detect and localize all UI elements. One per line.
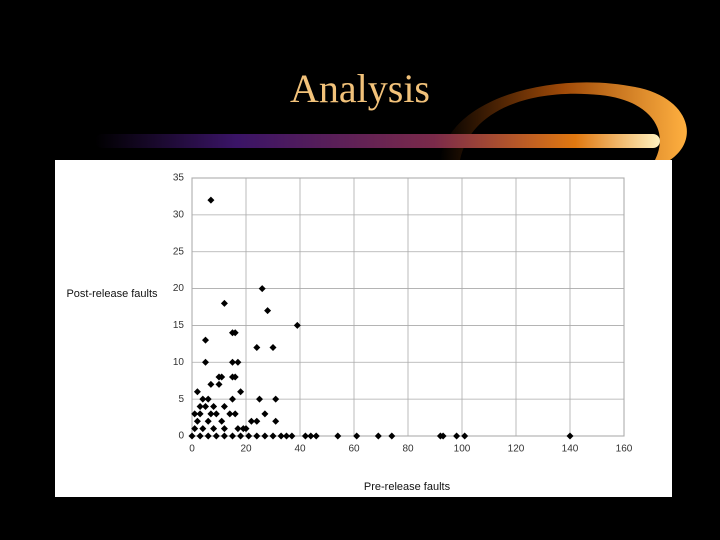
x-axis-label: Pre-release faults xyxy=(364,481,451,493)
point xyxy=(193,388,201,396)
x-tick-label: 40 xyxy=(294,444,306,455)
y-axis-label: Post-release faults xyxy=(66,288,158,300)
point xyxy=(218,417,226,425)
point xyxy=(207,196,215,204)
point xyxy=(210,425,218,433)
x-tick-label: 100 xyxy=(454,444,471,455)
slide-title: Analysis xyxy=(290,66,430,111)
point xyxy=(191,425,199,433)
point xyxy=(237,388,245,396)
x-tick-label: 0 xyxy=(189,444,195,455)
point xyxy=(307,432,315,440)
decor-swoosh xyxy=(440,82,687,160)
x-tick-label: 120 xyxy=(508,444,525,455)
point xyxy=(226,410,234,418)
point xyxy=(212,432,220,440)
point xyxy=(261,432,269,440)
point xyxy=(312,432,320,440)
x-tick-label: 80 xyxy=(402,444,414,455)
point xyxy=(212,410,220,418)
point xyxy=(207,380,215,388)
point xyxy=(253,344,261,352)
point xyxy=(453,432,461,440)
point xyxy=(269,432,277,440)
point xyxy=(245,432,253,440)
point xyxy=(220,403,228,411)
point xyxy=(231,373,239,381)
y-tick-label: 20 xyxy=(173,283,185,294)
point xyxy=(461,432,469,440)
point xyxy=(256,395,263,403)
point xyxy=(388,432,396,440)
point xyxy=(277,432,285,440)
y-tick-label: 25 xyxy=(173,246,185,257)
point xyxy=(202,358,209,366)
y-tick-label: 15 xyxy=(173,320,185,331)
x-tick-label: 20 xyxy=(240,444,252,455)
point xyxy=(261,410,269,418)
plot: 0 5 10 15 20 25 30 35 0 20 40 60 80 100 120 140 160 xyxy=(173,173,633,455)
y-tick-label: 10 xyxy=(173,357,185,368)
point xyxy=(207,410,215,418)
point xyxy=(229,395,236,403)
point xyxy=(566,432,574,440)
point xyxy=(234,358,242,366)
point xyxy=(234,425,242,433)
point xyxy=(202,336,209,344)
point xyxy=(191,410,199,418)
point xyxy=(353,432,361,440)
point xyxy=(220,432,228,440)
point xyxy=(272,417,280,425)
point xyxy=(253,417,261,425)
x-tick-label: 160 xyxy=(616,444,633,455)
point xyxy=(283,432,290,440)
point xyxy=(210,403,218,411)
point xyxy=(188,432,196,440)
point xyxy=(293,321,301,329)
point xyxy=(196,403,204,411)
chart-image xyxy=(55,160,672,497)
point xyxy=(288,432,296,440)
x-tick-label: 60 xyxy=(348,444,360,455)
point xyxy=(193,417,201,425)
point xyxy=(215,380,223,388)
point xyxy=(242,425,250,433)
point xyxy=(199,395,207,403)
point xyxy=(204,395,212,403)
point xyxy=(439,432,447,440)
point xyxy=(374,432,382,440)
point xyxy=(229,358,236,366)
y-tick-label: 5 xyxy=(178,394,184,405)
point xyxy=(218,373,226,381)
point xyxy=(264,307,272,315)
point xyxy=(199,425,207,433)
point xyxy=(220,425,228,433)
point xyxy=(202,403,209,411)
point xyxy=(301,432,309,440)
point xyxy=(272,395,280,403)
point xyxy=(196,432,204,440)
point xyxy=(204,417,212,425)
point xyxy=(196,410,204,418)
point xyxy=(204,432,212,440)
decor-bar xyxy=(95,134,660,148)
y-tick-label: 0 xyxy=(178,431,184,442)
point xyxy=(220,299,228,307)
point xyxy=(231,329,239,337)
point xyxy=(237,432,245,440)
x-tick-label: 140 xyxy=(562,444,579,455)
y-tick-label: 30 xyxy=(173,209,185,220)
point xyxy=(253,432,261,440)
y-tick-label: 35 xyxy=(173,173,185,184)
point xyxy=(269,344,277,352)
point xyxy=(247,417,255,425)
point xyxy=(229,432,236,440)
point xyxy=(258,285,266,293)
point xyxy=(334,432,342,440)
point xyxy=(231,410,239,418)
